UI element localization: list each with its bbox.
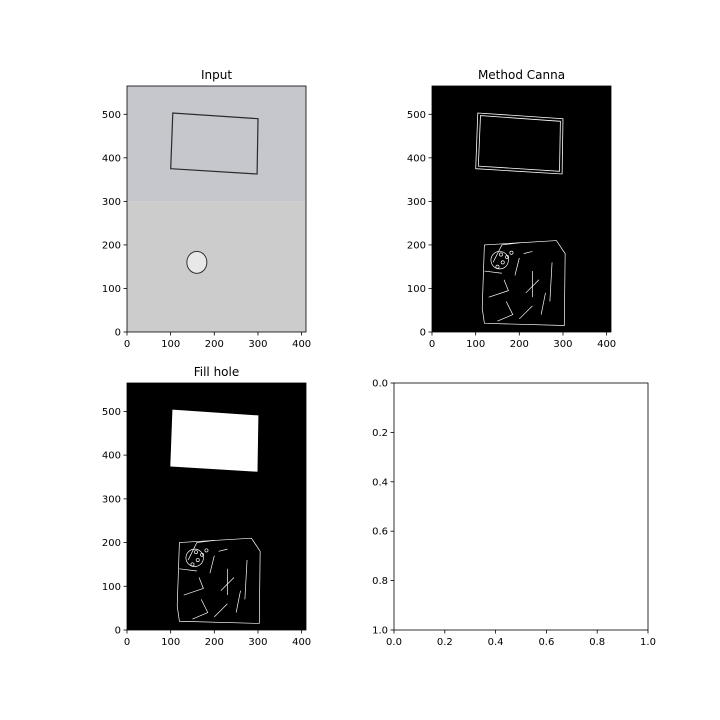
x-tick-label: 200: [205, 637, 224, 648]
subplot-empty: 0.0 0.2 0.4 0.6 0.8 1.0 0.0 0.2 0.4 0.6 0.8 1.0: [372, 379, 656, 649]
y-tick-label: 1.0: [372, 626, 388, 637]
x-tick-label: 200: [205, 339, 224, 350]
y-tick-label: 300: [407, 197, 426, 208]
plot-area: [394, 383, 648, 630]
x-tick-label: 0.8: [589, 637, 605, 648]
y-tick-label: 100: [102, 284, 121, 295]
x-tick-label: 0.2: [437, 637, 453, 648]
empty-plot-background: [394, 383, 648, 630]
y-tick-label: 0: [115, 328, 121, 339]
edge-map-background: [432, 86, 611, 332]
y-tick-label: 300: [102, 494, 121, 505]
subplot-title: Input: [201, 68, 232, 82]
photo-background-lower: [127, 201, 306, 332]
plot-area: [432, 86, 611, 332]
package-fruit-graphic: [187, 251, 207, 273]
y-tick-label: 100: [102, 582, 121, 593]
x-tick-label: 0: [124, 339, 130, 350]
y-tick-label: 0.4: [372, 477, 388, 488]
photo-background-upper: [127, 86, 306, 201]
y-tick-label: 200: [102, 240, 121, 251]
x-tick-label: 1.0: [640, 637, 656, 648]
filled-rectangle: [171, 410, 258, 471]
y-tick-label: 500: [102, 110, 121, 121]
plot-area: [127, 86, 306, 332]
y-tick-label: 200: [102, 538, 121, 549]
y-tick-label: 0.8: [372, 576, 388, 587]
y-tick-label: 0: [115, 626, 121, 637]
y-tick-label: 500: [102, 407, 121, 418]
x-tick-label: 300: [248, 339, 267, 350]
x-tick-label: 100: [161, 637, 180, 648]
x-tick-label: 400: [292, 637, 311, 648]
x-tick-label: 0.0: [386, 637, 402, 648]
y-tick-label: 400: [407, 153, 426, 164]
x-tick-label: 400: [292, 339, 311, 350]
subplot-title: Method Canna: [478, 68, 565, 82]
subplot-title: Fill hole: [194, 365, 240, 379]
subplot-method-canna: Method Canna 0 100 200 300 400 0 100 200 300 400…: [407, 68, 616, 350]
subplot-fill-hole: Fill hole 0 100 200 300 400 0 100 200 300 400 500: [102, 365, 311, 648]
y-tick-label: 400: [102, 451, 121, 462]
y-tick-label: 0.2: [372, 428, 388, 439]
x-tick-label: 0.4: [488, 637, 504, 648]
x-tick-label: 200: [510, 339, 529, 350]
subplot-input: Input 0 100 200 300 400 0 100 200 300 400 500: [102, 68, 311, 350]
x-tick-label: 0: [429, 339, 435, 350]
y-tick-label: 300: [102, 197, 121, 208]
y-tick-label: 200: [407, 240, 426, 251]
x-tick-label: 300: [553, 339, 572, 350]
y-tick-label: 100: [407, 284, 426, 295]
x-tick-label: 400: [597, 339, 616, 350]
plot-area: [127, 383, 306, 630]
x-tick-label: 0: [124, 637, 130, 648]
y-tick-label: 500: [407, 110, 426, 121]
y-tick-label: 0.0: [372, 379, 388, 390]
x-tick-label: 100: [161, 339, 180, 350]
x-tick-label: 0.6: [538, 637, 554, 648]
y-tick-label: 0: [420, 328, 426, 339]
package: [187, 251, 207, 273]
x-tick-label: 100: [466, 339, 485, 350]
y-tick-label: 400: [102, 153, 121, 164]
x-tick-label: 300: [248, 637, 267, 648]
y-tick-label: 0.6: [372, 527, 388, 538]
